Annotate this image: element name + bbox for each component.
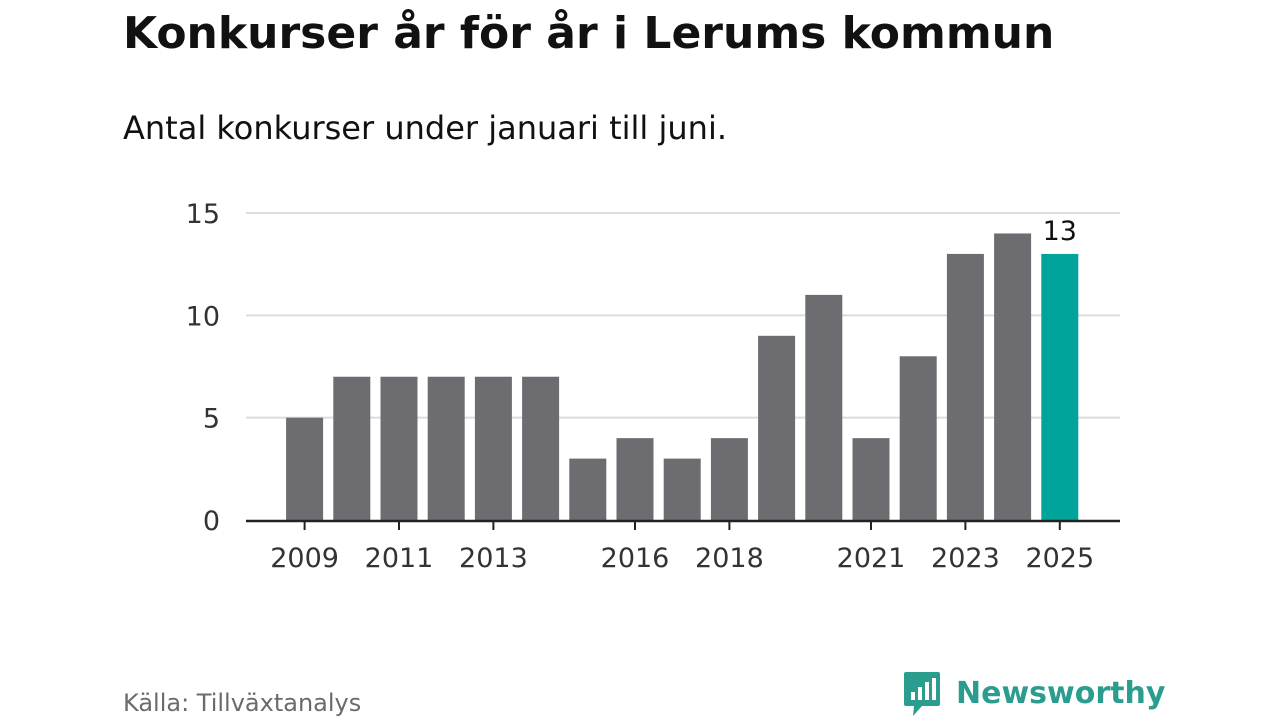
chart-subtitle: Antal konkurser under januari till juni. — [123, 109, 727, 147]
data-labels: 13 — [1043, 216, 1077, 247]
brand-name: Newsworthy — [956, 676, 1166, 711]
source-note: Källa: Tillväxtanalys — [123, 689, 362, 717]
newsworthy-logo-icon — [904, 672, 940, 716]
bar-2009 — [286, 417, 324, 520]
x-tick-label: 2016 — [601, 543, 670, 574]
x-tick-label: 2021 — [837, 543, 906, 574]
bar-2010 — [333, 376, 371, 520]
bar-2011 — [380, 376, 418, 520]
y-tick-label: 5 — [203, 404, 220, 435]
bar-2015 — [569, 458, 607, 520]
brand-logo: Newsworthy — [902, 670, 1165, 718]
x-tick-label: 2009 — [270, 543, 339, 574]
y-axis-ticks: 0 5 10 15 — [186, 199, 220, 537]
bar-2017 — [663, 458, 701, 520]
bar-2013 — [474, 376, 512, 520]
x-tick-label: 2023 — [931, 543, 1000, 574]
grid-lines — [246, 212, 1120, 419]
bar-2014 — [522, 376, 560, 520]
bar-2024 — [994, 233, 1032, 520]
bars — [286, 233, 1079, 520]
bar-2016 — [616, 438, 654, 520]
x-tick-label: 2025 — [1025, 543, 1094, 574]
bar-2022 — [899, 356, 937, 520]
bar-2023 — [946, 253, 984, 520]
y-tick-label: 10 — [186, 301, 220, 332]
x-tick-label: 2018 — [695, 543, 764, 574]
x-tick-label: 2013 — [459, 543, 528, 574]
bar-2018 — [710, 438, 748, 520]
bar-2020 — [805, 294, 843, 520]
y-tick-label: 0 — [203, 506, 220, 537]
bar-2021 — [852, 438, 890, 520]
x-axis-ticks: 2009 2011 2013 2016 2018 2021 2023 2025 — [270, 521, 1094, 574]
chart-title: Konkurser år för år i Lerums kommun — [123, 8, 1055, 59]
bar-2019 — [758, 335, 796, 520]
x-tick-label: 2011 — [365, 543, 434, 574]
bar-2025 — [1041, 253, 1079, 520]
y-tick-label: 15 — [186, 199, 220, 230]
data-label-2025: 13 — [1043, 216, 1077, 247]
bar-2012 — [427, 376, 465, 520]
